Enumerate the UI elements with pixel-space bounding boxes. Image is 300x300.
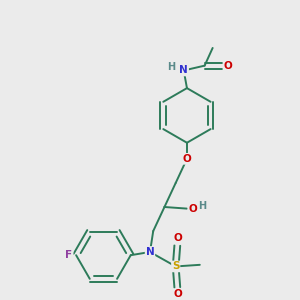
Text: O: O — [188, 204, 197, 214]
Text: F: F — [65, 250, 73, 260]
Text: N: N — [146, 247, 154, 257]
Text: H: H — [167, 62, 175, 72]
Text: S: S — [172, 261, 179, 272]
Text: O: O — [183, 154, 191, 164]
Text: H: H — [198, 201, 206, 211]
Text: O: O — [224, 61, 233, 70]
Text: O: O — [174, 290, 182, 299]
Text: O: O — [174, 233, 182, 244]
Text: N: N — [179, 65, 188, 76]
